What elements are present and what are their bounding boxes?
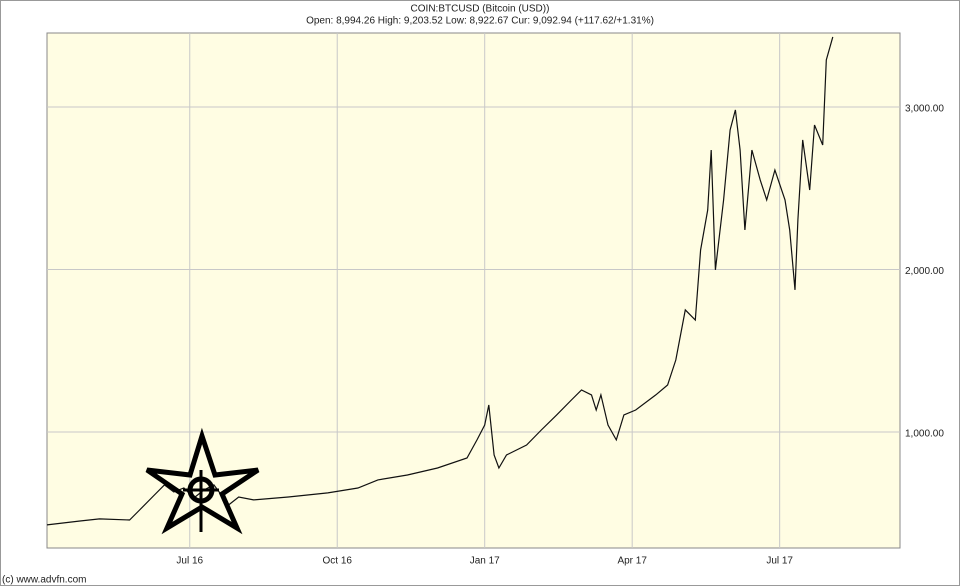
- footer: (c) www.advfn.com: [2, 575, 86, 586]
- plot-area: [46, 32, 901, 549]
- y-tick-label: 3,000.00: [905, 104, 944, 115]
- marks: 1,000.00 2,000.00 3,000.00 Jul 16 Oct 16 Jan …: [46, 33, 944, 567]
- star-icon: [145, 427, 260, 535]
- x-tick-label: Jul 17: [766, 556, 793, 567]
- y-tick-label: 1,000.00: [905, 429, 944, 440]
- y-tick-label: 2,000.00: [905, 266, 944, 277]
- x-tick-label: Oct 16: [322, 556, 352, 567]
- x-tick-label: Apr 17: [617, 556, 647, 567]
- x-tick-label: Jan 17: [470, 556, 500, 567]
- x-tick-label: Jul 16: [176, 556, 203, 567]
- chart-title: COIN:BTCUSD (Bitcoin (USD)): [411, 4, 550, 15]
- price-line: [46, 36, 834, 526]
- chart-subtitle: Open: 8,994.26 High: 9,203.52 Low: 8,922…: [306, 16, 654, 27]
